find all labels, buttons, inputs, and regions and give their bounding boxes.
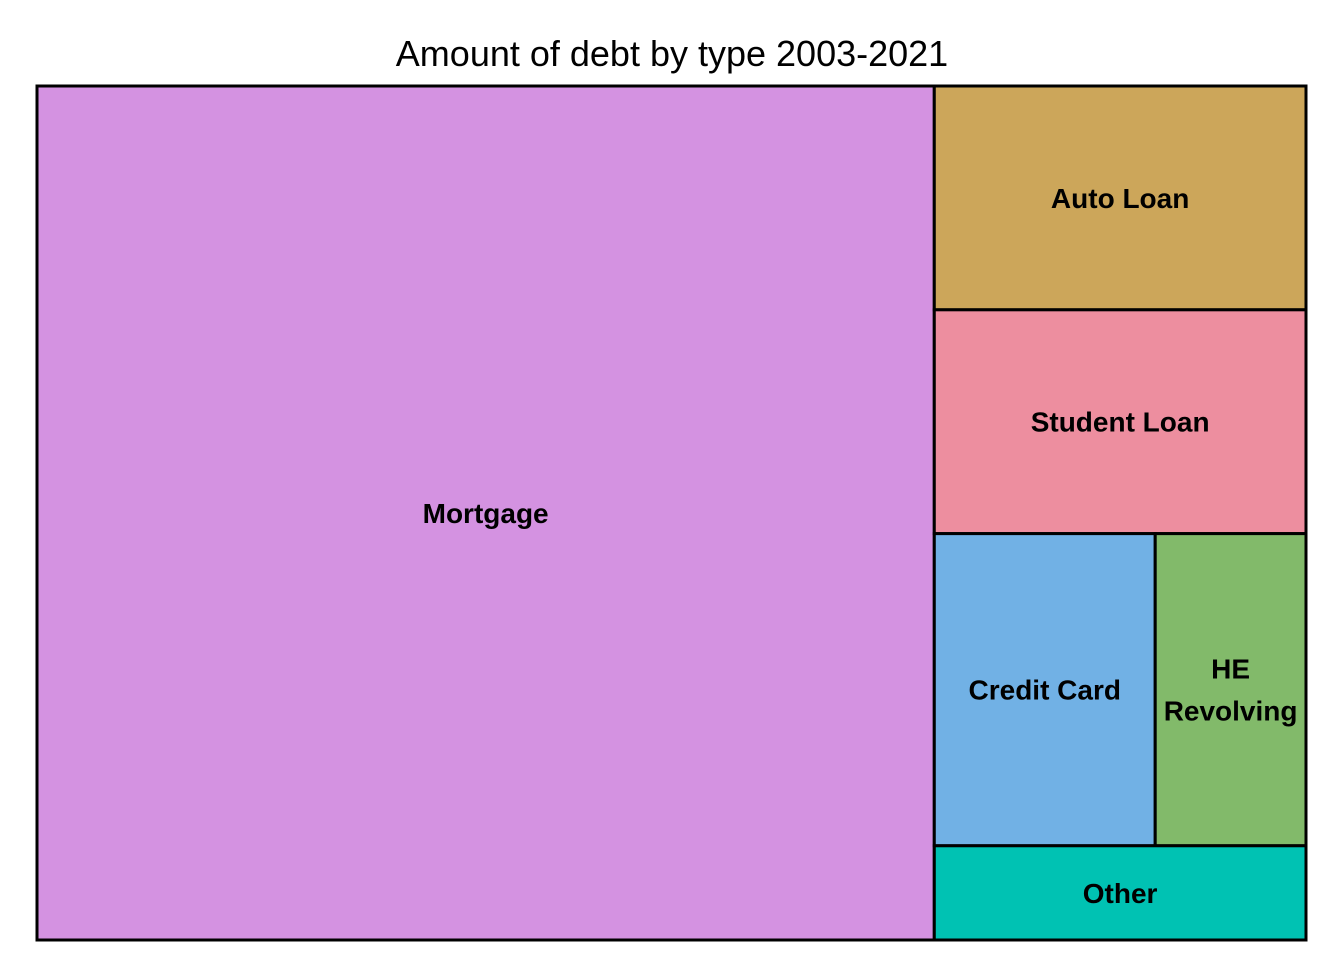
tile-label-other: Other — [1083, 878, 1158, 909]
tile-label-mortgage: Mortgage — [423, 498, 549, 529]
chart-title: Amount of debt by type 2003-2021 — [395, 33, 949, 74]
tile-label-credit-card: Credit Card — [969, 675, 1121, 706]
tile-label-auto-loan: Auto Loan — [1051, 183, 1189, 214]
tile-he-revolving — [1153, 532, 1308, 848]
treemap-border — [35, 84, 1308, 942]
tile-credit-card — [932, 532, 1157, 848]
tile-label-student-loan: Student Loan — [1031, 407, 1210, 438]
tile-label-he-revolving: HE Revolving — [1164, 654, 1298, 727]
tile-student-loan — [932, 308, 1308, 536]
tile-mortgage — [35, 84, 936, 942]
